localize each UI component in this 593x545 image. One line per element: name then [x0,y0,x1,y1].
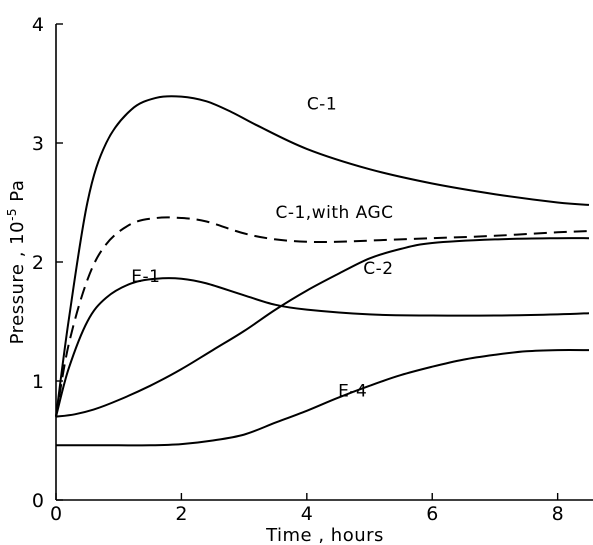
y-tick-label: 4 [32,14,44,36]
series-line-c-1 [55,95,590,417]
series-label-c-1: C-1 [307,95,337,115]
series-line-c-2 [55,237,590,418]
x-tick-label: 2 [175,503,187,525]
series-label-c-2: C-2 [363,259,393,279]
y-axis-title-exponent: -5 [5,208,19,221]
series-label-e-4: E-4 [338,381,367,401]
x-axis-title: Time , hours [265,525,384,545]
y-axis-title-unit: Pa [7,180,28,208]
series-labels: C-1 C-1,with AGC E-1 C-2 E-4 [131,95,393,402]
y-tick-label: 0 [32,490,44,512]
x-tick-label: 0 [50,503,62,525]
y-axis-title: Pressure , 10-5 Pa [5,180,28,345]
x-tick-label: 4 [301,503,313,525]
y-tick-label: 1 [32,371,44,393]
x-tick-label: 6 [426,503,438,525]
y-tick-label: 3 [32,133,44,155]
x-tick-label: 8 [552,503,564,525]
series-line-c-1-with-agc [55,216,590,417]
y-tick-label: 2 [32,252,44,274]
series-line-e-4 [55,349,590,447]
series-label-c-1-with-agc: C-1,with AGC [275,203,393,223]
series-lines [55,95,590,447]
series-label-e-1: E-1 [131,267,160,287]
y-axis-title-main: Pressure , 10 [7,221,28,344]
series-line-e-1 [55,277,590,417]
ticks: 0 2 4 6 8 0 1 2 3 4 [32,14,564,525]
